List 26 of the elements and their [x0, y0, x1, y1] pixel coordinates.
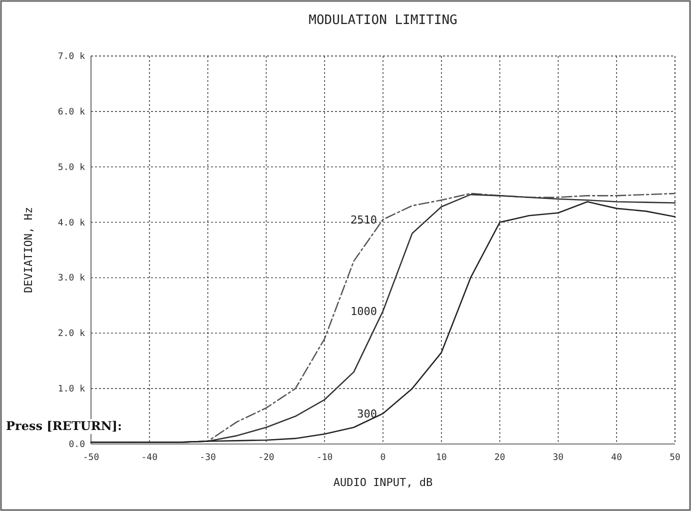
y-tick-label: 2.0 k	[58, 329, 86, 340]
chart-title: MODULATION LIMITING	[308, 13, 458, 28]
y-tick-label: 4.0 k	[58, 218, 86, 228]
x-tick-label: -50	[82, 453, 100, 463]
y-tick-label: 5.0 k	[58, 162, 86, 173]
x-tick-label: -40	[141, 453, 158, 463]
series-label: 300	[357, 408, 377, 421]
x-tick-label: -10	[316, 453, 333, 463]
series-label: 1000	[350, 304, 377, 318]
x-tick-label: 10	[436, 453, 447, 463]
y-tick-label: 1.0 k	[58, 384, 86, 395]
y-axis-title: DEVIATION, Hz	[22, 206, 35, 294]
y-tick-label: 6.0 k	[58, 107, 86, 118]
x-tick-label: 50	[670, 453, 680, 463]
x-tick-label: 40	[611, 453, 622, 463]
x-tick-label: 0	[380, 453, 386, 463]
series-label: 2510	[350, 214, 377, 227]
y-tick-label: 7.0 k	[58, 52, 86, 62]
x-tick-label: -20	[258, 453, 274, 463]
x-axis-title: AUDIO INPUT, dB	[333, 476, 434, 489]
x-tick-label: 30	[552, 453, 564, 463]
y-tick-label: 3.0 k	[58, 274, 86, 284]
y-tick-label: 0.0	[68, 440, 85, 450]
annotation: Press [RETURN]:	[6, 419, 122, 433]
x-tick-label: -30	[200, 453, 216, 463]
x-tick-label: 20	[494, 453, 506, 463]
